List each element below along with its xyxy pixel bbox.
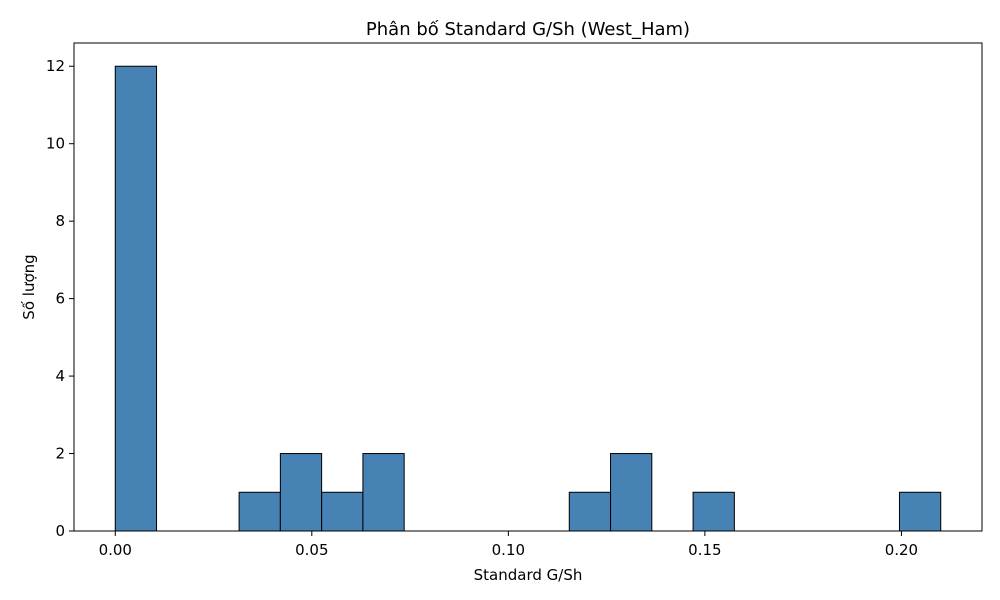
x-tick-label: 0.05 — [295, 541, 328, 559]
y-tick-label: 6 — [55, 290, 65, 308]
histogram-bar — [114, 65, 158, 532]
y-tick-label: 0 — [55, 522, 65, 540]
x-tick-label: 0.20 — [885, 541, 918, 559]
y-tick-label: 12 — [46, 57, 65, 75]
x-axis-label: Standard G/Sh — [474, 566, 583, 584]
x-tick-label: 0.15 — [688, 541, 721, 559]
histogram-bar — [610, 453, 653, 532]
y-tick-label: 8 — [55, 212, 65, 230]
histogram-bar — [321, 491, 364, 532]
histogram-bar — [238, 491, 281, 532]
chart-title: Phân bố Standard G/Sh (West_Ham) — [366, 19, 690, 40]
histogram-bar — [362, 453, 405, 532]
y-tick-label: 4 — [55, 367, 65, 385]
x-axis: 0.00 0.05 0.10 0.15 0.20 — [99, 531, 918, 559]
bars-group — [114, 65, 942, 532]
y-tick-label: 2 — [55, 445, 65, 463]
y-axis: 0 2 4 6 8 10 12 — [46, 57, 74, 540]
x-tick-label: 0.00 — [99, 541, 132, 559]
plot-frame — [73, 42, 983, 532]
histogram-bar — [898, 491, 942, 532]
histogram-bar — [279, 453, 323, 532]
histogram-bar — [568, 491, 612, 532]
y-axis-label: Số lượng — [20, 254, 38, 319]
x-tick-label: 0.10 — [492, 541, 525, 559]
histogram-bar — [692, 491, 735, 532]
y-tick-label: 10 — [46, 135, 65, 153]
